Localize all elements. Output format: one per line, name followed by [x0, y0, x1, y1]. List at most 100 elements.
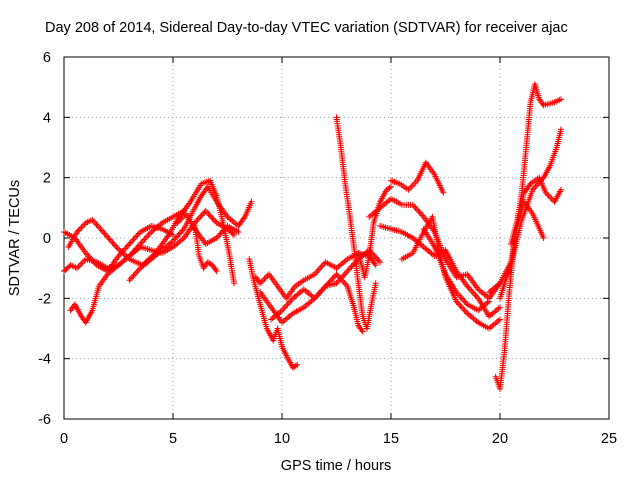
x-tick-label: 20	[492, 431, 508, 447]
y-tick-label: 4	[43, 110, 51, 126]
data-point	[98, 227, 105, 234]
data-point	[213, 268, 220, 275]
y-tick-label: 2	[43, 171, 51, 187]
data-point	[119, 249, 126, 256]
data-point	[314, 268, 321, 275]
data-point	[386, 184, 393, 191]
y-tick-label: -6	[38, 412, 51, 428]
data-point	[319, 286, 326, 293]
data-point	[283, 302, 290, 309]
data-point	[135, 266, 142, 273]
data-point	[321, 260, 328, 267]
data-point	[317, 289, 324, 296]
data-point	[336, 274, 343, 281]
data-point	[460, 305, 467, 312]
x-tick-label: 5	[169, 431, 177, 447]
data-point	[337, 275, 344, 282]
data-point	[108, 238, 115, 245]
data-point	[372, 280, 379, 287]
data-point	[294, 361, 301, 368]
data-point	[195, 215, 202, 222]
data-point	[174, 233, 181, 240]
data-point	[417, 210, 424, 217]
series-track-13	[355, 183, 394, 281]
data-point	[411, 180, 418, 187]
series-track-19	[492, 81, 565, 392]
data-point	[558, 96, 565, 103]
data-point	[497, 304, 503, 311]
data-point	[78, 260, 85, 267]
data-point	[93, 221, 100, 228]
data-point	[197, 213, 204, 220]
data-point	[175, 231, 182, 238]
series-track-17	[398, 213, 503, 332]
data-point	[461, 298, 468, 305]
data-point	[456, 301, 463, 308]
data-point	[130, 236, 137, 243]
data-point	[315, 290, 322, 297]
y-tick-label: -2	[38, 291, 51, 307]
y-tick-label: -4	[38, 352, 51, 368]
data-point	[375, 257, 382, 264]
y-tick-labels: -6 -4 -2 0 2 4 6	[38, 50, 51, 428]
x-tick-label: 15	[383, 431, 399, 447]
data-point	[341, 280, 348, 287]
data-point	[261, 275, 268, 282]
series-track-3	[65, 177, 238, 287]
data-point	[206, 212, 213, 219]
x-axis-label: GPS time / hours	[281, 458, 391, 474]
data-point	[260, 277, 267, 284]
x-tick-label: 25	[601, 431, 617, 447]
data-point	[194, 216, 201, 223]
data-point	[411, 203, 418, 210]
data-point	[406, 185, 413, 192]
series-track-7	[191, 222, 220, 275]
data-point	[146, 230, 153, 237]
data-point	[141, 236, 148, 243]
data-point	[462, 308, 469, 315]
data-point	[540, 235, 547, 241]
data-point	[497, 316, 503, 323]
data-point	[315, 266, 322, 273]
x-tick-label: 10	[274, 431, 290, 447]
data-point	[318, 263, 325, 270]
data-point	[127, 275, 134, 282]
data-point	[288, 296, 295, 303]
data-point	[207, 261, 214, 268]
data-point	[114, 245, 121, 252]
data-point	[281, 304, 288, 311]
data-point	[468, 287, 475, 294]
data-point	[547, 194, 554, 201]
data-point	[231, 280, 238, 287]
data-point	[460, 296, 467, 303]
data-point	[313, 293, 320, 300]
y-tick-label: 6	[43, 50, 51, 66]
series-track-12	[333, 114, 379, 332]
data-point	[176, 230, 183, 237]
data-point	[334, 272, 341, 279]
series-track-18	[420, 225, 493, 314]
data-point	[457, 293, 464, 300]
data-point	[345, 266, 352, 273]
data-point	[458, 295, 465, 302]
data-point	[210, 216, 217, 223]
series-track-6	[174, 210, 242, 248]
data-point	[343, 269, 350, 276]
data-point	[117, 248, 124, 255]
series-track-15	[366, 195, 503, 302]
data-point	[545, 192, 552, 199]
data-point	[85, 253, 92, 260]
data-point	[76, 225, 83, 232]
data-point	[106, 236, 113, 243]
data-point	[374, 256, 381, 263]
data-point	[318, 287, 325, 294]
data-point	[126, 241, 133, 248]
data-point	[558, 186, 565, 193]
data-point	[129, 238, 136, 245]
y-tick-label: 0	[43, 231, 51, 247]
series-track-9	[252, 250, 379, 302]
data-point	[145, 231, 152, 238]
data-point	[467, 286, 474, 293]
data-point	[472, 292, 479, 299]
data-point	[347, 265, 354, 272]
